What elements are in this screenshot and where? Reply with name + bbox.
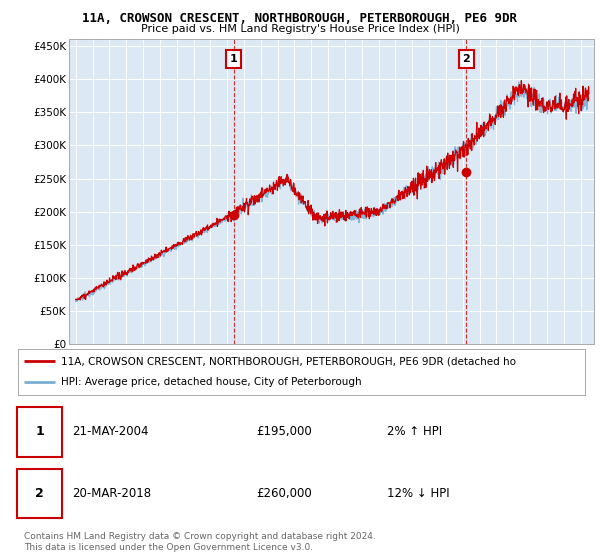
Text: 11A, CROWSON CRESCENT, NORTHBOROUGH, PETERBOROUGH, PE6 9DR (detached ho: 11A, CROWSON CRESCENT, NORTHBOROUGH, PET… xyxy=(61,356,515,366)
Text: 12% ↓ HPI: 12% ↓ HPI xyxy=(386,487,449,500)
Text: 1: 1 xyxy=(230,54,238,64)
FancyBboxPatch shape xyxy=(17,469,62,518)
Text: This data is licensed under the Open Government Licence v3.0.: This data is licensed under the Open Gov… xyxy=(24,543,313,552)
Text: Contains HM Land Registry data © Crown copyright and database right 2024.: Contains HM Land Registry data © Crown c… xyxy=(24,532,376,541)
Text: 2: 2 xyxy=(35,487,44,500)
Text: £260,000: £260,000 xyxy=(256,487,312,500)
Text: Price paid vs. HM Land Registry's House Price Index (HPI): Price paid vs. HM Land Registry's House … xyxy=(140,24,460,34)
Text: 11A, CROWSON CRESCENT, NORTHBOROUGH, PETERBOROUGH, PE6 9DR: 11A, CROWSON CRESCENT, NORTHBOROUGH, PET… xyxy=(83,12,517,25)
Text: 1: 1 xyxy=(35,425,44,438)
Text: £195,000: £195,000 xyxy=(256,425,312,438)
Text: 21-MAY-2004: 21-MAY-2004 xyxy=(72,425,148,438)
Text: HPI: Average price, detached house, City of Peterborough: HPI: Average price, detached house, City… xyxy=(61,377,361,388)
Text: 2: 2 xyxy=(463,54,470,64)
FancyBboxPatch shape xyxy=(17,407,62,456)
Text: 20-MAR-2018: 20-MAR-2018 xyxy=(72,487,151,500)
Text: 2% ↑ HPI: 2% ↑ HPI xyxy=(386,425,442,438)
